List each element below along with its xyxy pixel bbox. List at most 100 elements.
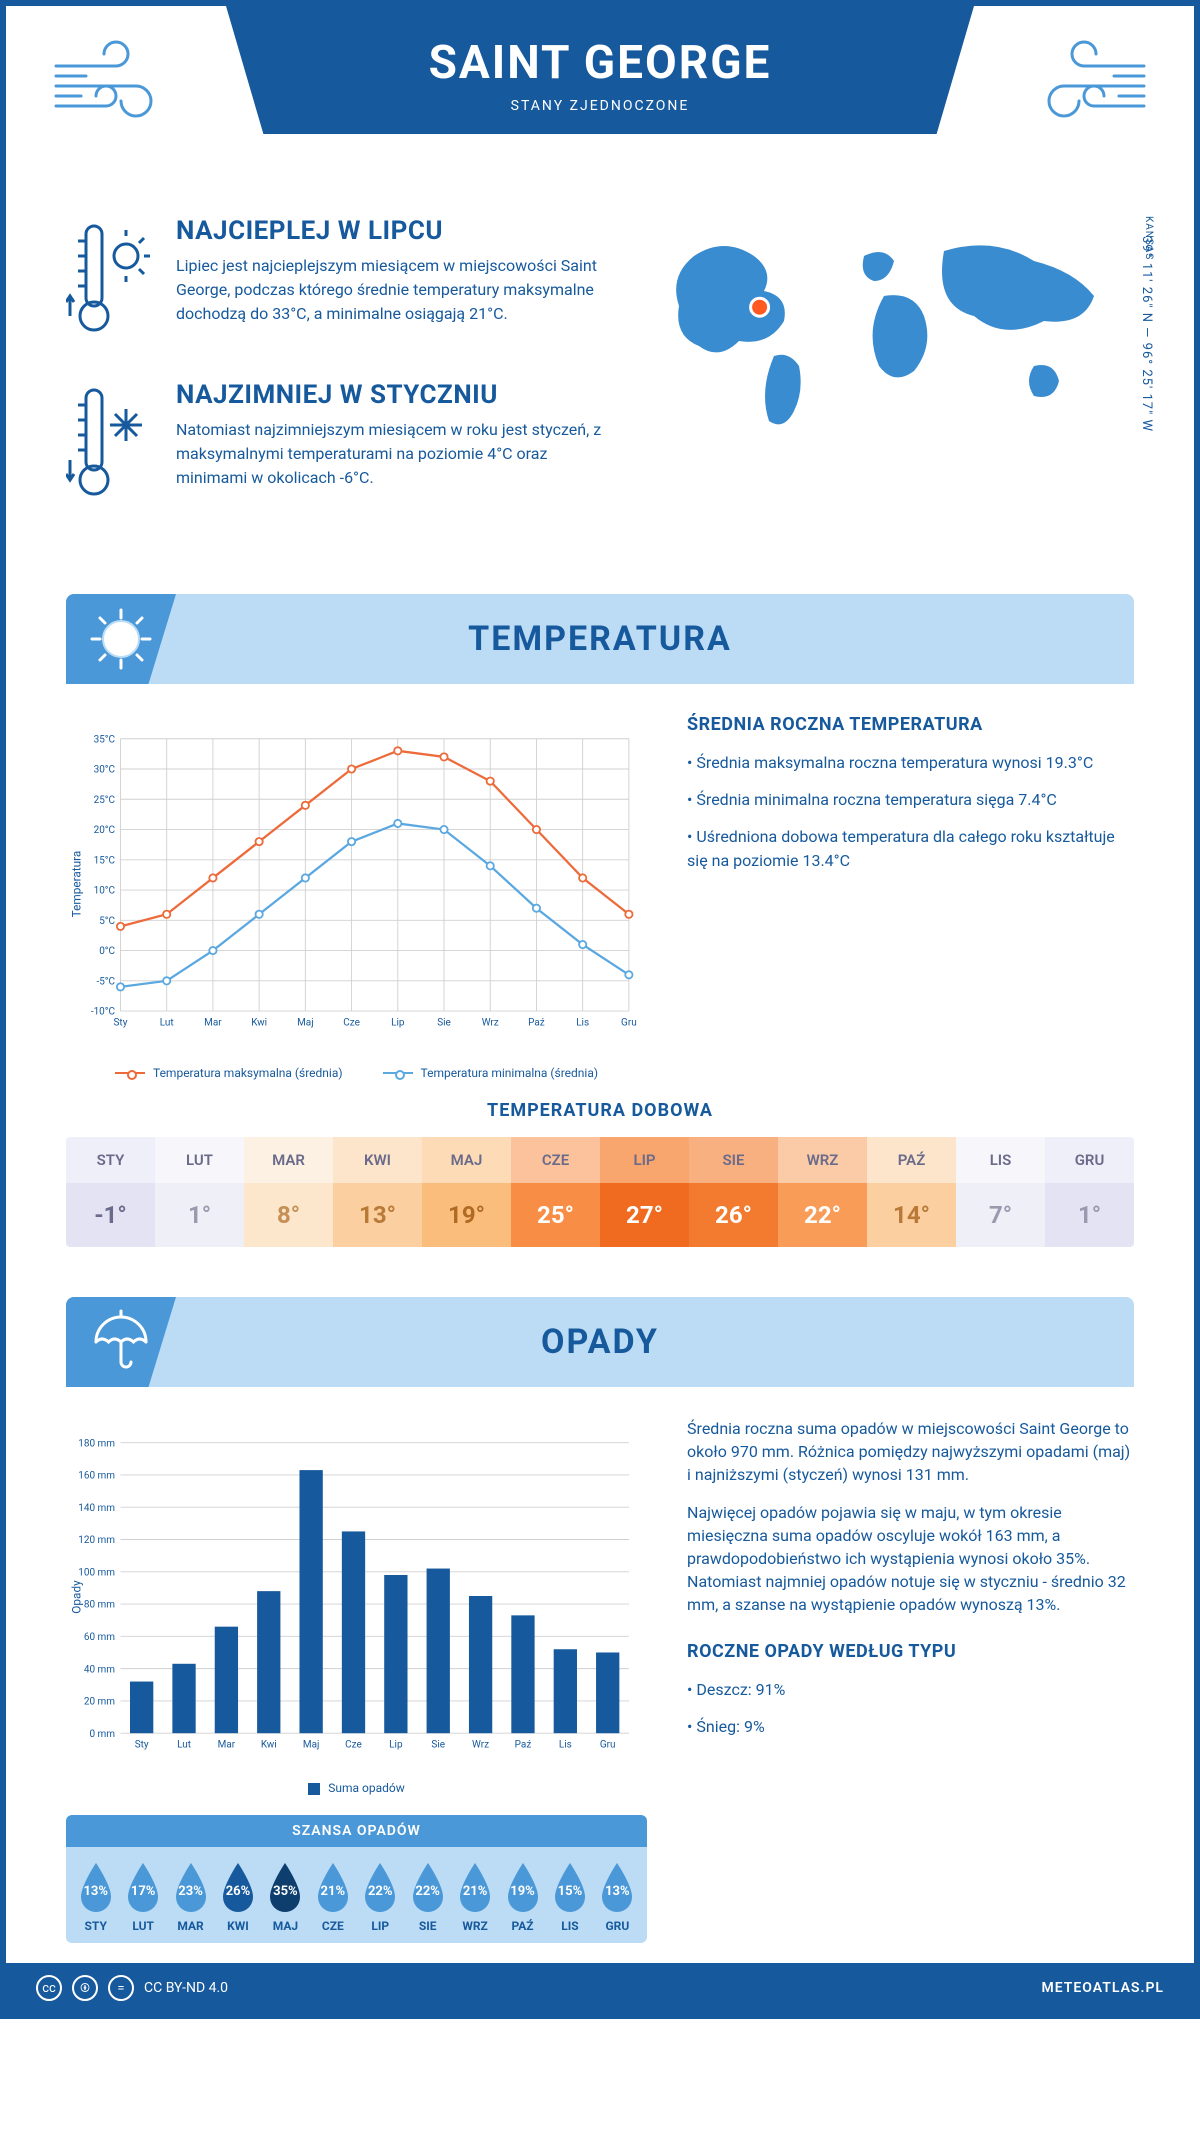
daily-temp-col: CZE 25° bbox=[511, 1137, 600, 1247]
chance-cell: 13% GRU bbox=[594, 1861, 641, 1933]
chance-title: SZANSA OPADÓW bbox=[66, 1815, 647, 1847]
raindrop-icon: 17% bbox=[122, 1861, 164, 1913]
temp-bullet-3: • Uśredniona dobowa temperatura dla całe… bbox=[687, 825, 1134, 871]
raindrop-icon: 15% bbox=[549, 1861, 591, 1913]
daily-temp-col: SIE 26° bbox=[689, 1137, 778, 1247]
daily-temp-col: LIS 7° bbox=[956, 1137, 1045, 1247]
precip-bar-chart: 0 mm20 mm40 mm60 mm80 mm100 mm120 mm140 … bbox=[66, 1417, 647, 1795]
chance-cell: 13% STY bbox=[72, 1861, 119, 1933]
daily-temp-col: GRU 1° bbox=[1045, 1137, 1134, 1247]
svg-text:-10°C: -10°C bbox=[91, 1007, 116, 1018]
precip-section-header: OPADY bbox=[66, 1297, 1134, 1387]
svg-text:Temperatura: Temperatura bbox=[70, 851, 84, 918]
hottest-text: Lipiec jest najcieplejszym miesiącem w m… bbox=[176, 254, 614, 326]
title-banner: SAINT GEORGE STANY ZJEDNOCZONE bbox=[226, 6, 974, 134]
precip-type-1: • Deszcz: 91% bbox=[687, 1678, 1134, 1701]
by-icon: 🅯 bbox=[72, 1975, 98, 2001]
chance-cell: 15% LIS bbox=[546, 1861, 593, 1933]
svg-text:-5°C: -5°C bbox=[96, 976, 115, 987]
chance-cell: 19% PAŹ bbox=[499, 1861, 546, 1933]
raindrop-icon: 13% bbox=[596, 1861, 638, 1913]
svg-text:Opady: Opady bbox=[70, 1580, 84, 1614]
svg-text:Wrz: Wrz bbox=[482, 1018, 499, 1029]
chance-cell: 22% SIE bbox=[404, 1861, 451, 1933]
svg-text:120 mm: 120 mm bbox=[78, 1535, 115, 1546]
temperature-section-header: TEMPERATURA bbox=[66, 594, 1134, 684]
line-chart-legend: Temperatura maksymalna (średnia) Tempera… bbox=[66, 1066, 647, 1080]
temperature-line-chart: -10°C-5°C0°C5°C10°C15°C20°C25°C30°C35°CS… bbox=[66, 714, 647, 1080]
world-map bbox=[654, 216, 1134, 456]
raindrop-icon: 23% bbox=[170, 1861, 212, 1913]
svg-text:180 mm: 180 mm bbox=[78, 1438, 115, 1449]
daily-temp-col: KWI 13° bbox=[333, 1137, 422, 1247]
world-map-block: KANSAS 39° 11' 26" N — 96° 25' 17" W bbox=[654, 216, 1134, 544]
daily-temp-col: PAŹ 14° bbox=[867, 1137, 956, 1247]
raindrop-icon: 13% bbox=[75, 1861, 117, 1913]
chance-cell: 21% WRZ bbox=[451, 1861, 498, 1933]
temp-bullet-1: • Średnia maksymalna roczna temperatura … bbox=[687, 751, 1134, 774]
svg-text:Lut: Lut bbox=[177, 1740, 191, 1751]
svg-text:Cze: Cze bbox=[345, 1740, 362, 1751]
umbrella-icon bbox=[86, 1307, 156, 1377]
svg-text:Sty: Sty bbox=[135, 1740, 149, 1751]
svg-text:80 mm: 80 mm bbox=[84, 1600, 115, 1611]
svg-text:Sie: Sie bbox=[437, 1018, 451, 1029]
hottest-title: NAJCIEPLEJ W LIPCU bbox=[176, 216, 614, 246]
page-title: SAINT GEORGE bbox=[226, 36, 974, 90]
svg-text:Lis: Lis bbox=[559, 1740, 572, 1751]
coldest-title: NAJZIMNIEJ W STYCZNIU bbox=[176, 380, 614, 410]
coldest-block: NAJZIMNIEJ W STYCZNIU Natomiast najzimni… bbox=[66, 380, 614, 514]
raindrop-icon: 21% bbox=[454, 1861, 496, 1913]
location-pin-icon bbox=[751, 298, 769, 316]
hottest-block: NAJCIEPLEJ W LIPCU Lipiec jest najcieple… bbox=[66, 216, 614, 350]
daily-temperature-table: TEMPERATURA DOBOWA STY -1° LUT 1° MAR 8°… bbox=[6, 1100, 1194, 1277]
raindrop-icon: 19% bbox=[502, 1861, 544, 1913]
nd-icon: = bbox=[108, 1975, 134, 2001]
raindrop-icon: 21% bbox=[312, 1861, 354, 1913]
precip-p2: Najwięcej opadów pojawia się w maju, w t… bbox=[687, 1501, 1134, 1617]
chance-cell: 26% KWI bbox=[214, 1861, 261, 1933]
raindrop-icon: 22% bbox=[359, 1861, 401, 1913]
precip-chance-box: SZANSA OPADÓW 13% STY 17% LUT 23% MAR 26… bbox=[66, 1815, 647, 1943]
chance-cell: 35% MAJ bbox=[262, 1861, 309, 1933]
svg-text:Mar: Mar bbox=[218, 1740, 236, 1751]
license-block: cc 🅯 = CC BY-ND 4.0 bbox=[36, 1975, 228, 2001]
precip-title: OPADY bbox=[541, 1322, 659, 1362]
daily-temp-col: STY -1° bbox=[66, 1137, 155, 1247]
cc-icon: cc bbox=[36, 1975, 62, 2001]
page-header: SAINT GEORGE STANY ZJEDNOCZONE bbox=[6, 6, 1194, 206]
thermometer-hot-icon bbox=[66, 216, 156, 346]
thermometer-cold-icon bbox=[66, 380, 156, 510]
page-footer: cc 🅯 = CC BY-ND 4.0 METEOATLAS.PL bbox=[6, 1963, 1194, 2013]
daily-temp-col: LUT 1° bbox=[155, 1137, 244, 1247]
svg-text:160 mm: 160 mm bbox=[78, 1471, 115, 1482]
svg-text:Paź: Paź bbox=[515, 1740, 532, 1751]
svg-text:Maj: Maj bbox=[303, 1740, 320, 1751]
svg-text:25°C: 25°C bbox=[94, 795, 116, 806]
chance-cell: 23% MAR bbox=[167, 1861, 214, 1933]
svg-text:30°C: 30°C bbox=[94, 765, 116, 776]
temperature-title: TEMPERATURA bbox=[468, 619, 732, 659]
chance-cell: 21% CZE bbox=[309, 1861, 356, 1933]
svg-text:Sie: Sie bbox=[431, 1740, 445, 1751]
svg-text:0 mm: 0 mm bbox=[89, 1729, 115, 1740]
svg-text:40 mm: 40 mm bbox=[84, 1664, 115, 1675]
daily-temp-col: MAJ 19° bbox=[422, 1137, 511, 1247]
svg-text:Kwi: Kwi bbox=[261, 1740, 277, 1751]
svg-text:Paź: Paź bbox=[528, 1018, 545, 1029]
daily-temp-col: LIP 27° bbox=[600, 1137, 689, 1247]
svg-text:5°C: 5°C bbox=[99, 916, 115, 927]
svg-text:Kwi: Kwi bbox=[251, 1018, 267, 1029]
svg-text:Gru: Gru bbox=[621, 1018, 637, 1029]
svg-text:10°C: 10°C bbox=[94, 886, 116, 897]
svg-text:Maj: Maj bbox=[297, 1018, 314, 1029]
svg-text:0°C: 0°C bbox=[99, 946, 115, 957]
chance-cell: 17% LUT bbox=[119, 1861, 166, 1933]
precip-summary: Średnia roczna suma opadów w miejscowośc… bbox=[687, 1417, 1134, 1943]
svg-text:Lip: Lip bbox=[391, 1018, 405, 1029]
raindrop-icon: 35% bbox=[264, 1861, 306, 1913]
brand-text: METEOATLAS.PL bbox=[1041, 1980, 1164, 1996]
daily-temp-title: TEMPERATURA DOBOWA bbox=[66, 1100, 1134, 1121]
svg-text:20°C: 20°C bbox=[94, 825, 116, 836]
wind-icon-right bbox=[1014, 36, 1154, 136]
